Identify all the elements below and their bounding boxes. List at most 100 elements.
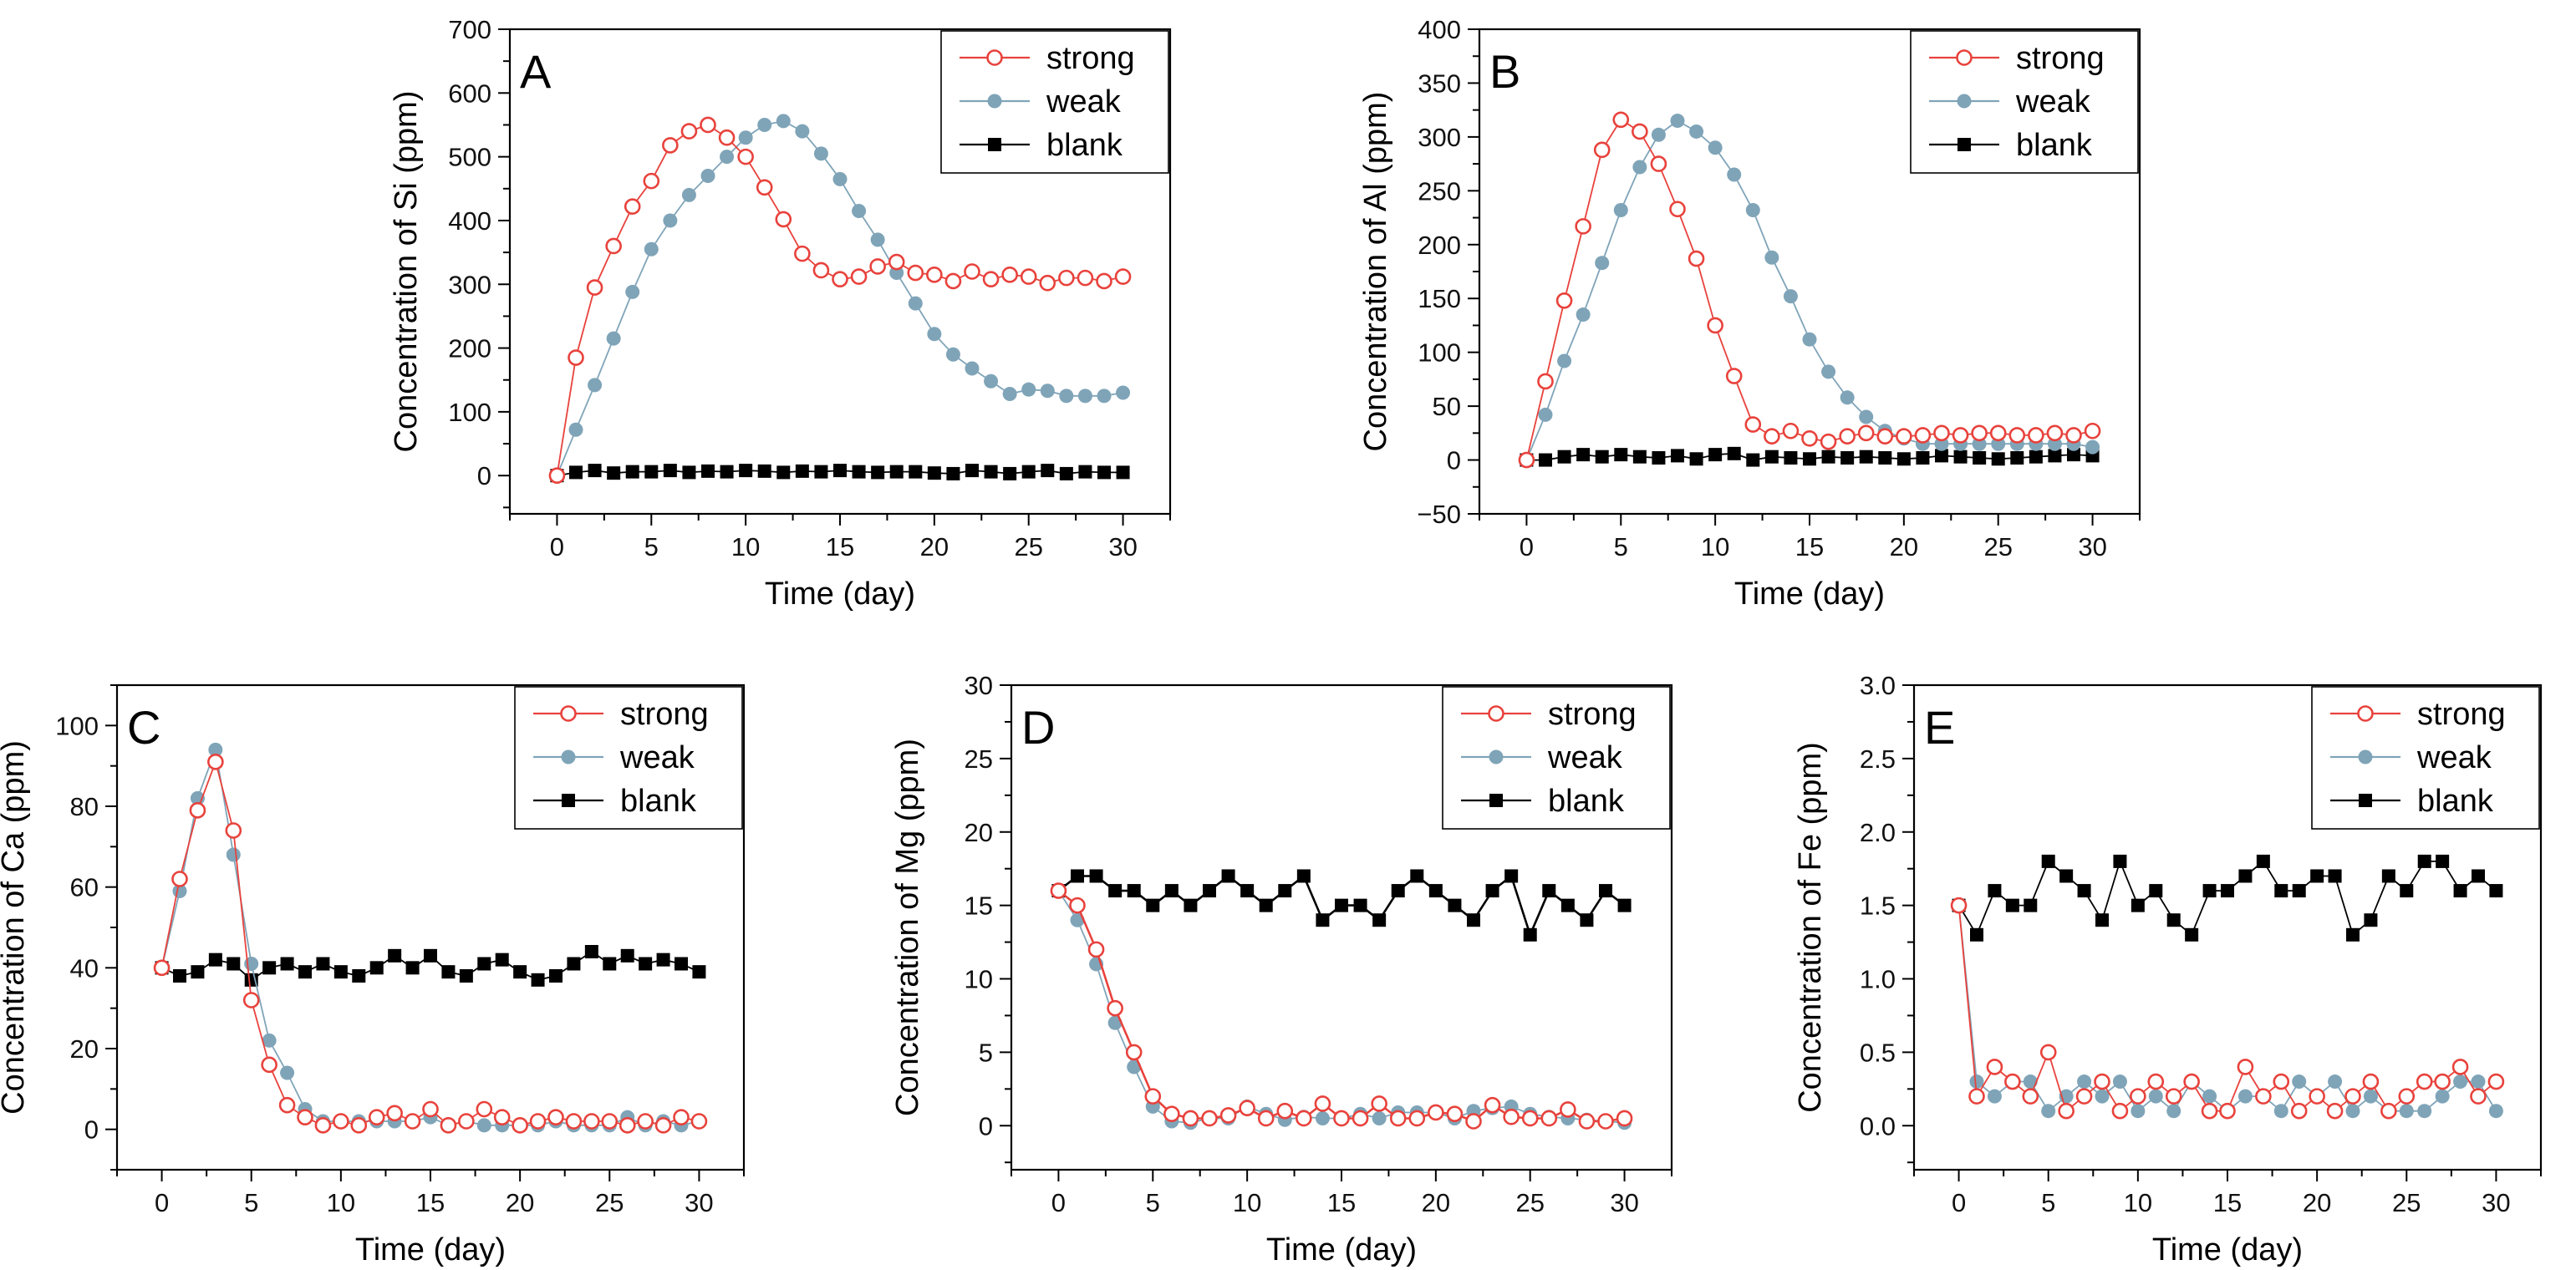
data-point-blank [1671,449,1684,463]
data-point-blank [352,969,366,983]
legend-label-weak: weak [619,740,695,775]
data-point-blank [2400,884,2414,898]
data-point-strong [1876,428,1894,445]
data-point-weak [757,117,772,132]
data-point-blank [2221,884,2234,898]
data-point-blank [2041,854,2055,868]
data-point-blank [333,965,348,979]
data-point-blank [663,464,677,478]
data-point-blank [262,961,277,975]
data-point-strong [662,137,679,154]
series-blank [550,464,1130,483]
data-point-blank [513,965,527,979]
data-point-strong [2084,422,2101,439]
series-line-weak [1057,890,1625,1124]
data-point-strong [850,268,868,285]
data-point-blank [1991,452,2005,466]
data-point-weak [568,422,583,437]
data-point-blank [459,969,473,983]
data-point-strong [1276,1102,1294,1120]
data-point-blank [833,464,847,478]
x-tick-label: 15 [2213,1188,2242,1217]
data-point-strong [624,198,641,215]
data-point-blank [776,465,791,480]
data-point-weak [2292,1074,2307,1090]
data-point-strong [1968,1088,1985,1105]
data-point-blank [1896,452,1911,466]
data-point-weak [262,1033,277,1048]
legend-marker-blank [1489,794,1503,807]
y-tick-label: 200 [448,334,491,363]
data-point-blank [495,952,509,967]
chart-panel-b: 0 5 10 15 20 25 30 −50 0 50 100 150 200 250 300 350 400 T… [1358,15,2141,612]
data-point-blank [814,465,828,479]
data-point-blank [927,466,941,480]
data-point-blank [1840,450,1855,465]
data-point-blank [1108,884,1123,898]
y-tick-label: 150 [1418,284,1461,313]
y-axis-title: Concentration of Si (ppm) [389,91,424,453]
data-point-blank [1632,450,1647,464]
y-tick-label: −50 [1417,500,1461,529]
data-point-blank [1259,898,1273,912]
data-point-strong [171,871,188,887]
data-point-strong [2183,1073,2200,1090]
data-point-weak [2166,1104,2181,1119]
y-tick-label: 10 [965,965,993,994]
data-point-weak [1727,167,1742,182]
data-point-weak [1315,1110,1330,1125]
data-point-weak [681,187,696,202]
data-point-blank [1203,884,1216,898]
data-point-strong [2201,1102,2218,1120]
data-point-blank [1089,869,1103,883]
legend-label-blank: blank [620,784,697,819]
data-point-blank [477,957,491,971]
data-point-blank [2048,449,2062,463]
data-point-weak [1840,390,1855,405]
panel-letter: A [520,45,552,98]
data-point-blank [1428,884,1443,898]
data-point-strong [1058,269,1075,287]
legend-marker-blank [1957,138,1971,151]
data-point-strong [1182,1110,1199,1127]
data-point-blank [1296,869,1311,883]
y-tick-label: 40 [70,953,99,983]
data-point-weak [663,213,678,228]
data-point-blank [2185,927,2199,942]
data-point-strong [1593,141,1611,159]
legend-marker-blank [988,138,1001,151]
legend-marker-weak [1957,94,1972,109]
data-point-blank [1803,452,1816,466]
data-point-weak [720,150,735,165]
data-point-blank [1821,450,1835,464]
data-point-strong [1087,941,1105,958]
y-axis-title: Concentration of Al (ppm) [1358,92,1393,452]
y-tick-label: 50 [1433,392,1461,421]
data-point-blank [675,957,688,971]
data-point-blank [2346,927,2360,942]
data-point-blank [1970,927,1983,942]
x-tick-label: 30 [685,1188,713,1217]
data-point-weak [1969,1074,1984,1090]
data-point-blank [965,464,979,478]
x-tick-label: 15 [826,532,854,561]
legend-marker-blank [2359,794,2372,807]
data-point-strong [1801,429,1818,447]
data-point-weak [908,296,923,311]
x-tick-label: 0 [550,532,564,561]
y-tick-label: 350 [1418,69,1461,98]
data-point-blank [2238,869,2253,883]
data-point-weak [852,204,867,218]
data-point-blank [584,945,598,958]
data-point-blank [1467,913,1480,927]
data-point-strong [637,1113,654,1130]
data-point-strong [2065,427,2082,444]
data-point-blank [2095,913,2109,927]
data-point-blank [1146,898,1160,912]
data-point-strong [1688,250,1705,267]
data-point-blank [1542,884,1556,898]
data-point-weak [2417,1104,2432,1119]
data-point-strong [1484,1096,1501,1114]
data-point-weak [738,130,753,145]
